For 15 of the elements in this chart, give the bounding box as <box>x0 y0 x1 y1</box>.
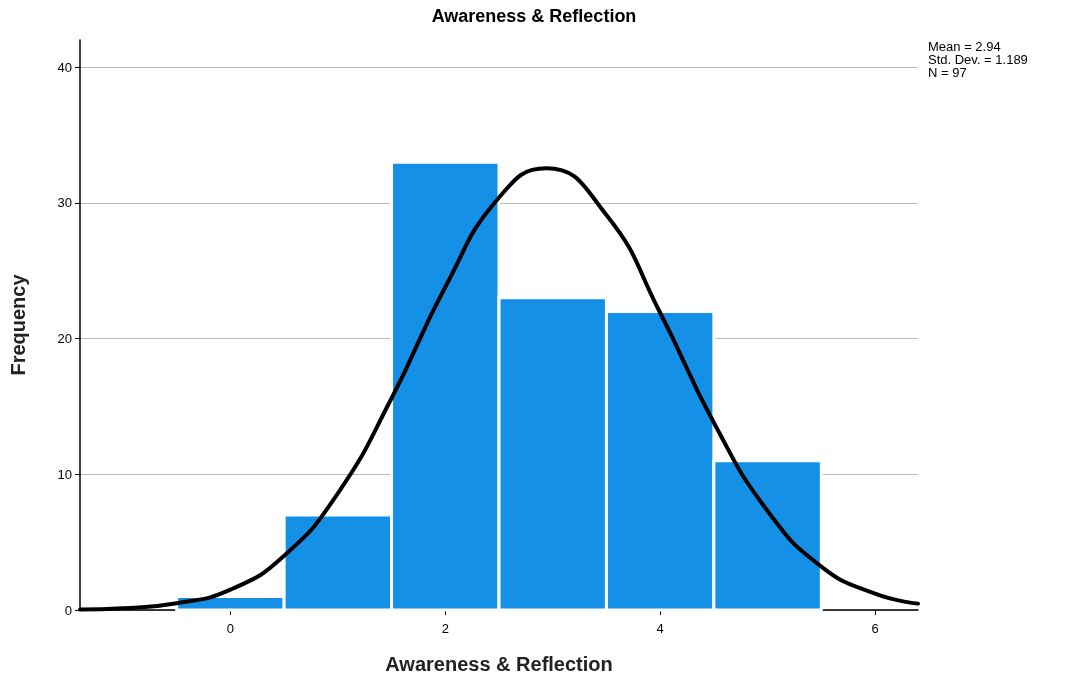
x-tick-label: 2 <box>441 621 449 636</box>
chart-title: Awareness & Reflection <box>431 6 637 26</box>
y-tick-label: 0 <box>64 602 72 618</box>
x-tick-label: 6 <box>871 621 879 636</box>
text: N = 97 <box>928 65 967 80</box>
y-tick-label: 40 <box>57 59 72 75</box>
y-tick-label: 30 <box>57 195 72 211</box>
text: Std. Dev. = 1.189 <box>928 52 1028 67</box>
x-tick-label: 0 <box>226 621 235 636</box>
x-tick-label: 4 <box>656 621 664 636</box>
y-axis-title: Frequency <box>7 273 29 376</box>
y-tick-label: 10 <box>57 466 72 482</box>
text: Mean = 2.94 <box>928 39 1001 54</box>
x-axis-title: Awareness & Reflection <box>385 653 613 675</box>
y-tick-label: 20 <box>57 331 72 347</box>
